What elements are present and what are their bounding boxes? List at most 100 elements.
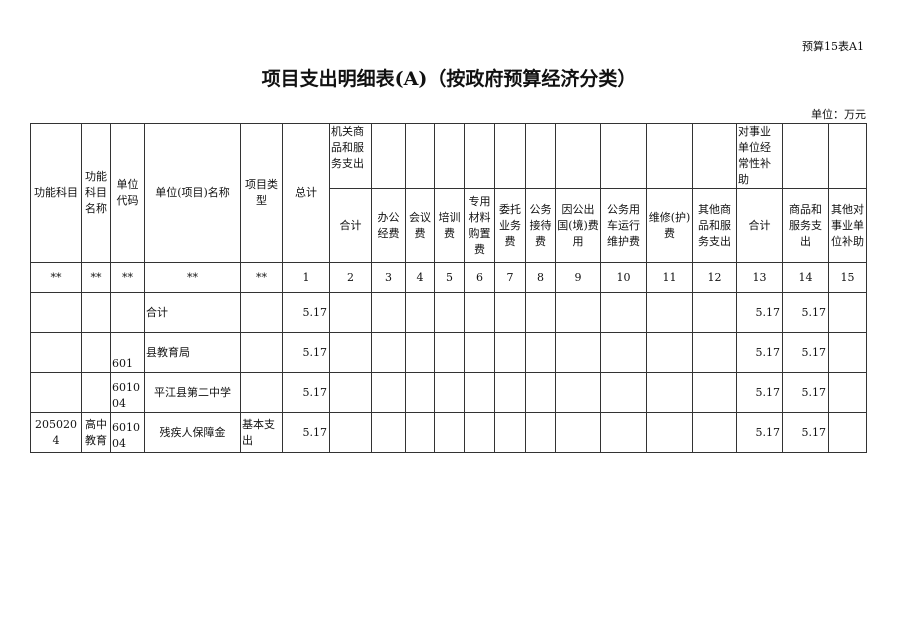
- index-cell: 15: [828, 262, 867, 293]
- cell-total: 5.17: [282, 332, 330, 373]
- cell-empty: [600, 332, 647, 373]
- cell-code: [30, 372, 82, 413]
- index-cell: 7: [494, 262, 526, 293]
- page-title: 项目支出明细表(A)（按政府预算经济分类）: [261, 68, 637, 90]
- cell-empty: [646, 332, 693, 373]
- header-cell: 功能科目: [30, 123, 82, 263]
- cell-unit-name: 平江县第二中学: [144, 372, 241, 413]
- cell-empty: [329, 372, 372, 413]
- cell-unit-code: 601004: [110, 372, 145, 413]
- header-cell: 公务用车运行维护费: [600, 188, 647, 263]
- table-row: 601 县教育局 5.17 5.17 5.17: [30, 332, 867, 373]
- cell-empty: [600, 412, 647, 453]
- cell-empty: [329, 332, 372, 373]
- group-header: 对事业单位经常性补助: [736, 123, 783, 189]
- cell-type: [240, 332, 283, 373]
- cell-name: [81, 292, 111, 333]
- cell-empty: [555, 332, 601, 373]
- cell-total: 5.17: [282, 292, 330, 333]
- cell-empty: [434, 332, 465, 373]
- header-cell: 合计: [736, 188, 783, 263]
- cell-code: 2050204: [30, 412, 82, 453]
- cell-empty: [434, 412, 465, 453]
- project-expense-table: 功能科目 功能科目名称 单位代码 单位(项目)名称 项目类型 总计 机关商品和服…: [30, 123, 867, 453]
- cell-empty: [371, 412, 406, 453]
- index-cell: 10: [600, 262, 647, 293]
- cell-empty: [405, 332, 435, 373]
- cell-empty: [371, 292, 406, 333]
- cell-type: [240, 292, 283, 333]
- index-cell: 6: [464, 262, 495, 293]
- index-row: ** ** ** ** ** 1 2 3 4 5 6 7 8 9 10 11 12 13 14 15: [30, 262, 867, 293]
- index-cell: 14: [782, 262, 829, 293]
- cell-unit-name: 县教育局: [144, 332, 241, 373]
- index-cell: **: [144, 262, 241, 293]
- cell-c14: 5.17: [782, 372, 829, 413]
- index-cell: 8: [525, 262, 556, 293]
- header-cell: 合计: [329, 188, 372, 263]
- index-cell: 3: [371, 262, 406, 293]
- header-cell: 办公经费: [371, 188, 406, 263]
- index-cell: 5: [434, 262, 465, 293]
- header-cell: 其他对事业单位补助: [828, 188, 867, 263]
- header-cell: 委托业务费: [494, 188, 526, 263]
- cell-empty: [555, 412, 601, 453]
- cell-empty: [434, 372, 465, 413]
- cell-c13: 5.17: [736, 372, 783, 413]
- cell-c13: 5.17: [736, 412, 783, 453]
- index-cell: 11: [646, 262, 693, 293]
- cell-name: [81, 372, 111, 413]
- index-cell: 12: [692, 262, 737, 293]
- cell-unit-code: [110, 292, 145, 333]
- cell-empty: [525, 332, 556, 373]
- header-cell: 商品和服务支出: [782, 188, 829, 263]
- header-cell: 维修(护)费: [646, 188, 693, 263]
- cell-c14: 5.17: [782, 292, 829, 333]
- index-cell: 13: [736, 262, 783, 293]
- unit-label: 单位：万元: [811, 108, 866, 121]
- header-cell: 功能科目名称: [81, 123, 111, 263]
- cell-empty: [525, 372, 556, 413]
- cell-empty: [464, 372, 495, 413]
- cell-empty: [600, 292, 647, 333]
- cell-c14: 5.17: [782, 332, 829, 373]
- cell-empty: [555, 292, 601, 333]
- cell-c14: 5.17: [782, 412, 829, 453]
- index-cell: 9: [555, 262, 601, 293]
- cell-empty: [828, 292, 867, 333]
- form-code: 预算15表A1: [802, 40, 864, 53]
- cell-empty: [329, 412, 372, 453]
- cell-unit-name: 残疾人保障金: [144, 412, 241, 453]
- index-cell: **: [81, 262, 111, 293]
- cell-code: [30, 292, 82, 333]
- header-cell: 因公出国(境)费用: [555, 188, 601, 263]
- cell-empty: [525, 412, 556, 453]
- cell-empty: [464, 292, 495, 333]
- header-cell: 其他商品和服务支出: [692, 188, 737, 263]
- cell-code: [30, 332, 82, 373]
- cell-empty: [434, 292, 465, 333]
- cell-empty: [646, 412, 693, 453]
- cell-empty: [646, 292, 693, 333]
- cell-empty: [494, 412, 526, 453]
- header-cell: 培训费: [434, 188, 465, 263]
- cell-empty: [646, 372, 693, 413]
- cell-empty: [371, 372, 406, 413]
- cell-empty: [828, 372, 867, 413]
- table-row: 2050204 高中教育 601004 残疾人保障金 基本支出 5.17 5.17 5.17: [30, 412, 867, 453]
- cell-empty: [405, 412, 435, 453]
- cell-unit-name: 合计: [144, 292, 241, 333]
- cell-c13: 5.17: [736, 292, 783, 333]
- index-cell: **: [110, 262, 145, 293]
- cell-empty: [371, 332, 406, 373]
- header-cell: 专用材料购置费: [464, 188, 495, 263]
- index-cell: 2: [329, 262, 372, 293]
- cell-name: [81, 332, 111, 373]
- cell-empty: [692, 332, 737, 373]
- cell-empty: [692, 372, 737, 413]
- index-cell: 1: [282, 262, 330, 293]
- cell-empty: [464, 332, 495, 373]
- cell-empty: [464, 412, 495, 453]
- cell-empty: [525, 292, 556, 333]
- cell-empty: [555, 372, 601, 413]
